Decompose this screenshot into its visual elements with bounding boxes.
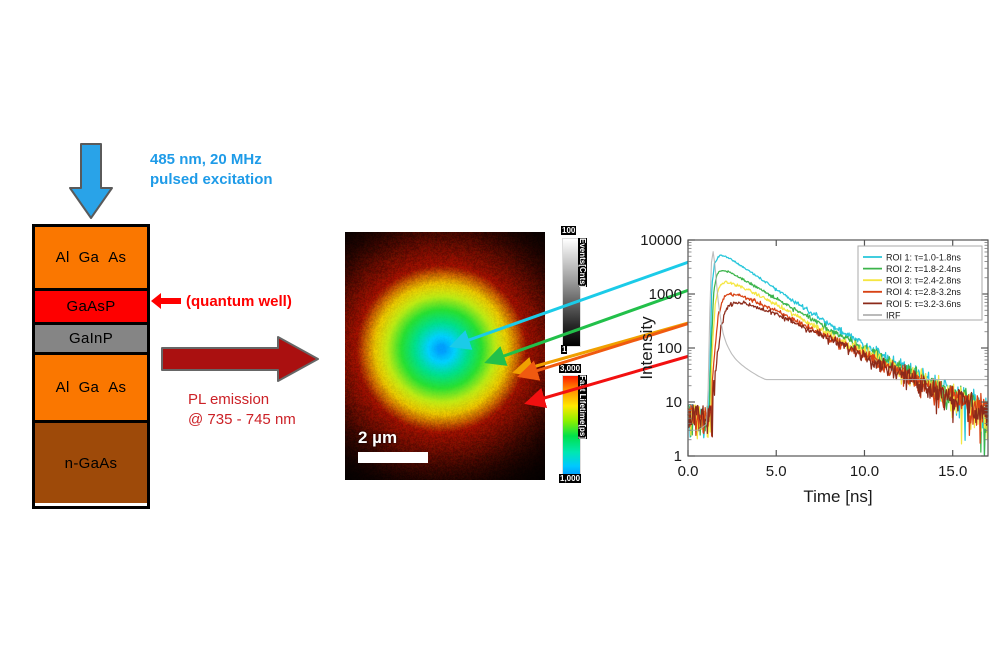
xtick-label: 0.0: [678, 463, 699, 480]
decay-curve-5: [687, 300, 989, 438]
layer-stack-diagram: Al Ga As GaAsP GaInP Al Ga As n-GaAs: [32, 224, 150, 509]
xtick-label: 10.0: [850, 463, 879, 480]
xtick-label: 5.0: [766, 463, 787, 480]
pl-emission-arrow-icon: [161, 336, 319, 382]
legend-label-6: IRF: [886, 310, 901, 320]
ytick-label: 10: [665, 394, 682, 411]
colorbar-lifetime-max: 3,000: [559, 364, 582, 373]
layer-ngaas: n-GaAs: [35, 423, 147, 503]
ytick-label: 1: [674, 448, 682, 465]
ytick-label: 1000: [649, 286, 682, 303]
xtick-label: 15.0: [938, 463, 967, 480]
pl-emission-line-2: @ 735 - 745 nm: [188, 411, 296, 428]
legend-label-1: ROI 1: τ=1.0-1.8ns: [886, 252, 961, 262]
colorbar-lifetime-min: 1,000: [559, 474, 582, 483]
decay-curve-6: [688, 251, 988, 431]
legend-label-5: ROI 5: τ=3.2-3.6ns: [886, 299, 961, 309]
layer-algaas-top: Al Ga As: [35, 227, 147, 291]
layer-algaas-top-label: Al Ga As: [55, 249, 127, 266]
layer-ngaas-label: n-GaAs: [64, 454, 118, 472]
legend-label-2: ROI 2: τ=1.8-2.4ns: [886, 264, 961, 274]
quantum-well-label: (quantum well): [186, 292, 292, 310]
ytick-label: 10000: [640, 232, 682, 249]
scalebar-label: 2 µm: [358, 428, 398, 447]
ytick-label: 100: [657, 340, 682, 357]
y-axis-label: Intensity: [637, 316, 656, 380]
legend-box: [857, 245, 983, 321]
scalebar: [358, 452, 428, 463]
layer-gainp: GaInP: [35, 325, 147, 355]
quantum-well-callout: (quantum well): [150, 292, 292, 310]
decay-plot: 0.0 5.0 10.0 15.0 1 10 100 1000 10000 Time [ns] In…: [636, 228, 996, 508]
legend-label-4: ROI 4: τ=2.8-3.2ns: [886, 287, 961, 297]
excitation-label: 485 nm, 20 MHz pulsed excitation: [150, 150, 273, 190]
legend-label-3: ROI 3: τ=2.4-2.8ns: [886, 276, 961, 286]
x-axis-label: Time [ns]: [803, 487, 872, 506]
layer-algaas-bottom-label: Al Ga As: [55, 379, 127, 396]
pl-emission-label: PL emission @ 735 - 745 nm: [188, 390, 296, 430]
excitation-arrow-icon: [69, 143, 113, 219]
left-arrow-icon: [151, 293, 181, 309]
excitation-line-1: 485 nm, 20 MHz: [150, 151, 262, 168]
layer-gainp-label: GaInP: [68, 330, 114, 347]
excitation-line-2: pulsed excitation: [150, 171, 273, 188]
colorbar-events-min: 1: [561, 345, 568, 354]
pl-emission-line-1: PL emission: [188, 391, 270, 408]
colorbar-events-title: Events[Cnts]: [578, 238, 587, 288]
colorbar-lifetime-title: Fast Lifetime[ps]: [578, 375, 587, 440]
colorbar-events-max: 100: [561, 226, 577, 235]
layer-gaasp-label: GaAsP: [66, 298, 116, 315]
layer-gaasp: GaAsP: [35, 291, 147, 325]
layer-algaas-bottom: Al Ga As: [35, 355, 147, 423]
